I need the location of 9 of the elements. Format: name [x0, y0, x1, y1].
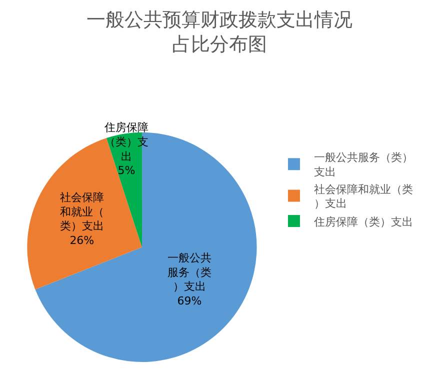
legend-label: 社会保障和就业（类）支出	[314, 182, 413, 210]
chart-title: 一般公共预算财政拨款支出情况占比分布图	[86, 9, 352, 56]
data-label: 5%	[118, 164, 136, 178]
data-label: 69%	[177, 294, 202, 308]
slice-label: 社会保障和就业（类）支出	[60, 190, 104, 233]
slice-label: 一般公共服务（类）支出	[167, 252, 212, 294]
legend-label: 住房保障（类）支出	[314, 215, 413, 228]
data-label: 26%	[70, 234, 94, 247]
legend-label: 一般公共服务（类）支出	[314, 151, 413, 179]
